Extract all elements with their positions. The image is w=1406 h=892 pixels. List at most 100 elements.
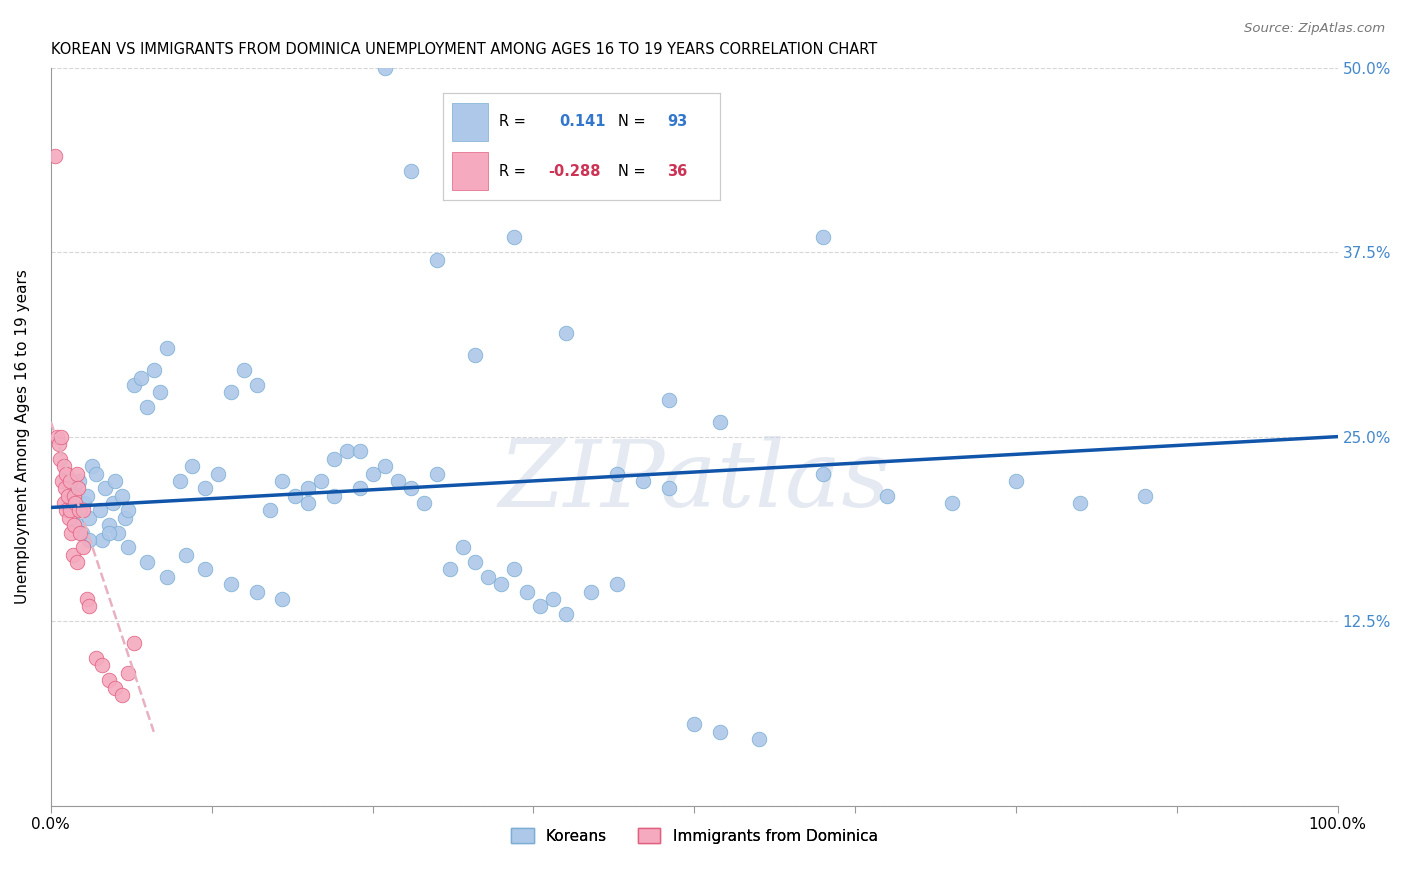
- Point: [63, 481, 86, 495]
- Point: [97, 518, 120, 533]
- Point: [63, 489, 86, 503]
- Point: [554, 607, 576, 621]
- Point: [219, 577, 242, 591]
- Point: [84, 651, 107, 665]
- Point: [426, 467, 449, 481]
- Point: [46, 429, 69, 443]
- Point: [117, 541, 139, 555]
- Point: [66, 481, 89, 495]
- Point: [271, 474, 294, 488]
- Point: [97, 525, 120, 540]
- Point: [683, 717, 706, 731]
- Point: [297, 481, 319, 495]
- Point: [259, 503, 281, 517]
- Point: [72, 503, 94, 517]
- Point: [554, 326, 576, 341]
- Point: [51, 474, 73, 488]
- Point: [156, 570, 179, 584]
- Point: [52, 459, 75, 474]
- Point: [464, 555, 486, 569]
- Point: [194, 562, 217, 576]
- Point: [76, 591, 98, 606]
- Point: [748, 732, 770, 747]
- Point: [124, 378, 146, 392]
- Point: [516, 584, 538, 599]
- Point: [65, 518, 87, 533]
- Point: [114, 510, 136, 524]
- Point: [53, 481, 76, 495]
- Point: [73, 496, 96, 510]
- Point: [657, 392, 679, 407]
- Point: [1133, 489, 1156, 503]
- Point: [541, 591, 564, 606]
- Point: [52, 496, 75, 510]
- Point: [67, 503, 90, 517]
- Point: [709, 724, 731, 739]
- Y-axis label: Unemployment Among Ages 16 to 19 years: Unemployment Among Ages 16 to 19 years: [15, 269, 30, 604]
- Point: [606, 577, 628, 591]
- Point: [84, 467, 107, 481]
- Point: [503, 230, 526, 244]
- Point: [91, 533, 114, 547]
- Point: [89, 503, 111, 517]
- Point: [631, 474, 654, 488]
- Point: [207, 467, 229, 481]
- Point: [79, 599, 101, 614]
- Text: KOREAN VS IMMIGRANTS FROM DOMINICA UNEMPLOYMENT AMONG AGES 16 TO 19 YEARS CORREL: KOREAN VS IMMIGRANTS FROM DOMINICA UNEMP…: [51, 42, 877, 57]
- Point: [149, 385, 172, 400]
- Point: [97, 673, 120, 687]
- Point: [581, 584, 603, 599]
- Point: [374, 459, 396, 474]
- Point: [67, 474, 90, 488]
- Point: [136, 400, 159, 414]
- Point: [477, 570, 499, 584]
- Point: [65, 467, 87, 481]
- Point: [169, 474, 191, 488]
- Point: [606, 467, 628, 481]
- Point: [489, 577, 512, 591]
- Point: [49, 451, 72, 466]
- Point: [413, 496, 436, 510]
- Point: [80, 459, 103, 474]
- Point: [60, 525, 83, 540]
- Point: [76, 489, 98, 503]
- Point: [323, 451, 346, 466]
- Point: [59, 503, 82, 517]
- Point: [657, 481, 679, 495]
- Point: [58, 510, 80, 524]
- Point: [811, 467, 834, 481]
- Point: [59, 503, 82, 517]
- Point: [124, 636, 146, 650]
- Point: [44, 149, 66, 163]
- Point: [297, 496, 319, 510]
- Point: [811, 230, 834, 244]
- Point: [336, 444, 359, 458]
- Point: [55, 503, 77, 517]
- Point: [107, 525, 129, 540]
- Point: [110, 688, 132, 702]
- Point: [117, 503, 139, 517]
- Point: [65, 496, 87, 510]
- Point: [246, 584, 269, 599]
- Point: [503, 562, 526, 576]
- Point: [136, 555, 159, 569]
- Point: [399, 164, 422, 178]
- Point: [91, 658, 114, 673]
- Point: [62, 548, 84, 562]
- Point: [709, 415, 731, 429]
- Point: [181, 459, 204, 474]
- Point: [941, 496, 963, 510]
- Point: [110, 489, 132, 503]
- Point: [284, 489, 307, 503]
- Point: [246, 378, 269, 392]
- Point: [194, 481, 217, 495]
- Point: [876, 489, 898, 503]
- Text: Source: ZipAtlas.com: Source: ZipAtlas.com: [1244, 22, 1385, 36]
- Point: [174, 548, 197, 562]
- Point: [323, 489, 346, 503]
- Point: [70, 525, 93, 540]
- Point: [101, 496, 124, 510]
- Legend: Koreans, Immigrants from Dominica: Koreans, Immigrants from Dominica: [505, 822, 884, 849]
- Point: [69, 525, 91, 540]
- Point: [117, 665, 139, 680]
